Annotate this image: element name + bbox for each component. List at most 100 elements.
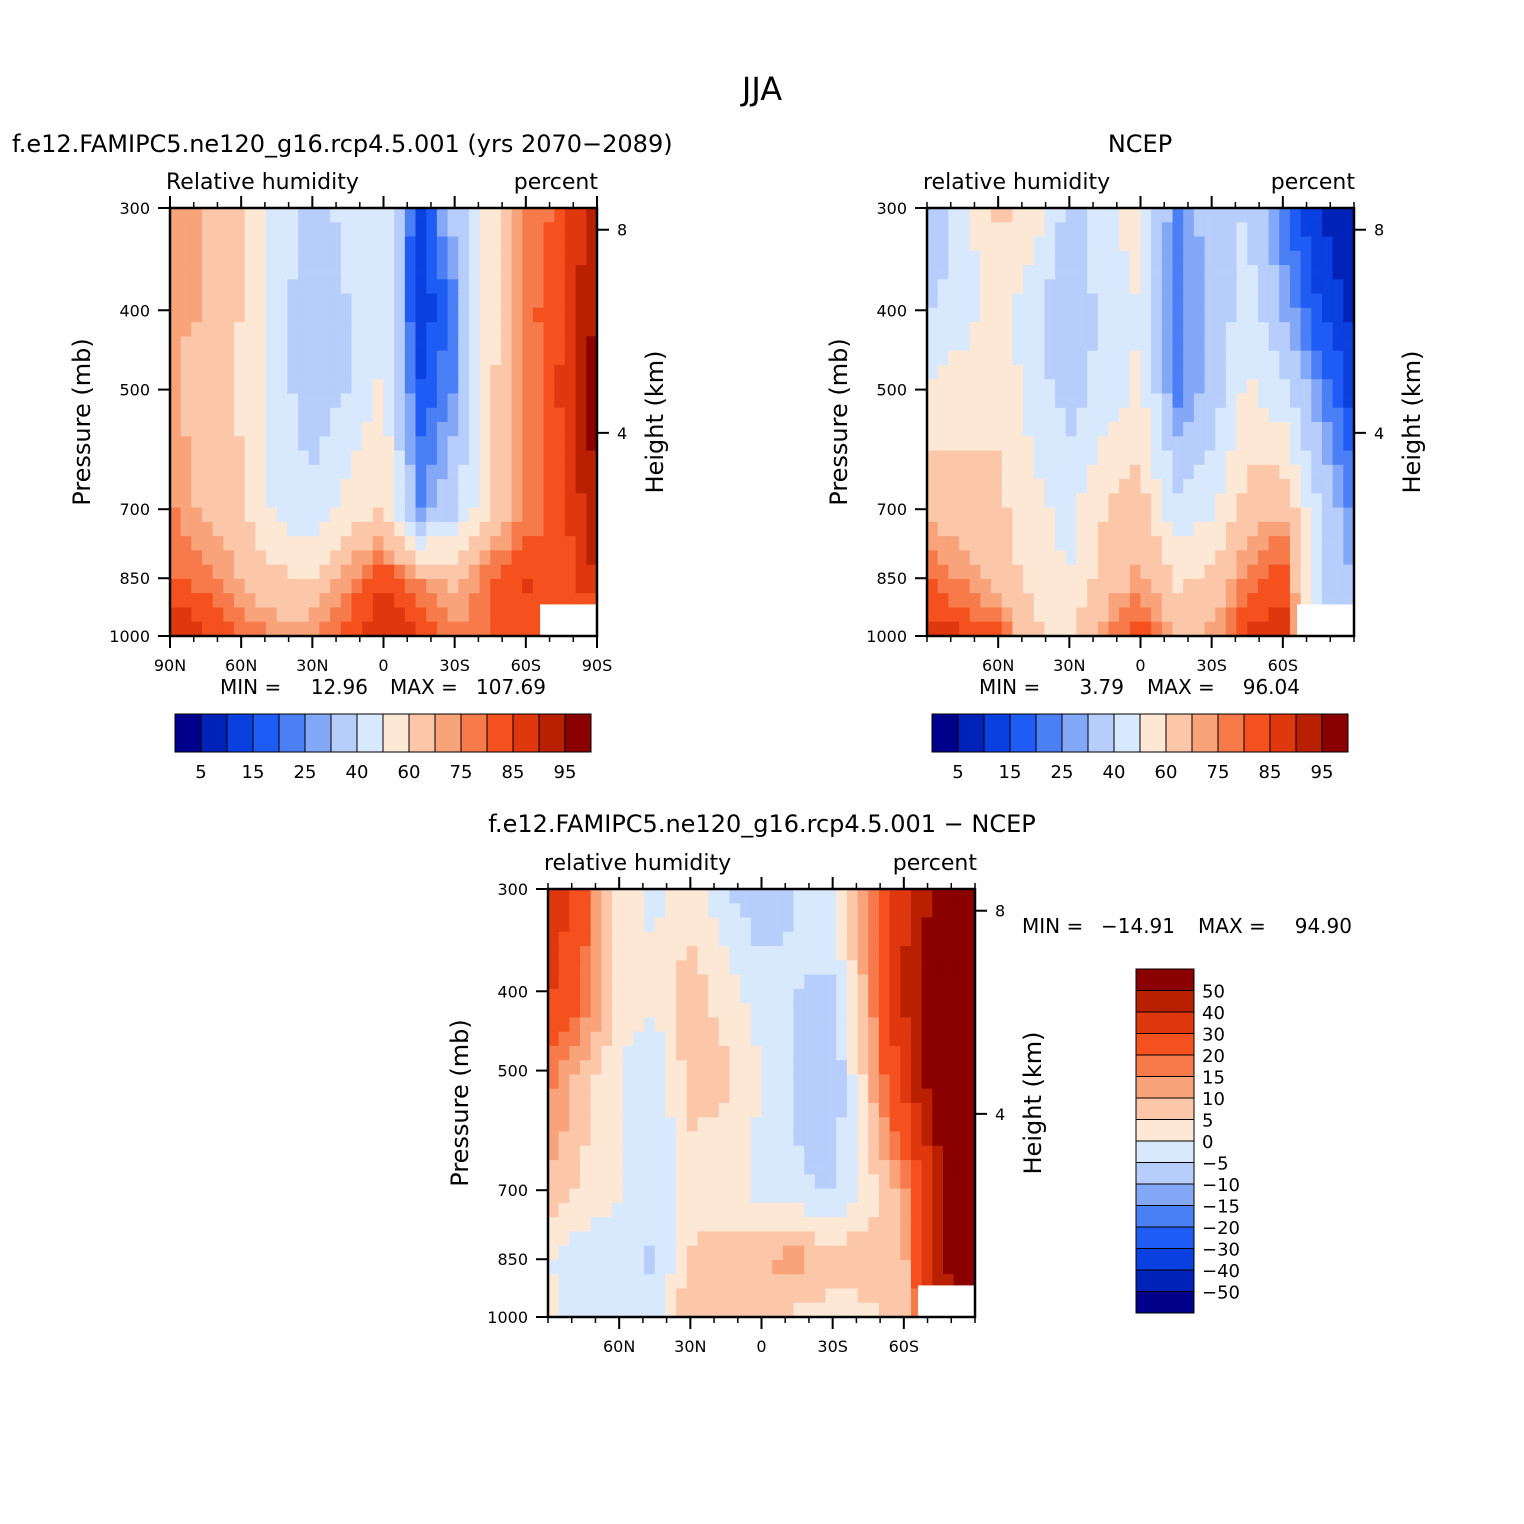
heatmap-cell bbox=[1311, 364, 1323, 380]
colorbar-label: 5 bbox=[195, 762, 206, 783]
heatmap-cell bbox=[889, 917, 901, 933]
heatmap-cell bbox=[212, 265, 224, 280]
heatmap-cell bbox=[532, 479, 545, 494]
colorbar-swatch bbox=[983, 713, 1011, 753]
heatmap-cell bbox=[857, 1074, 869, 1090]
heatmap-cell bbox=[564, 464, 577, 480]
heatmap-cell bbox=[586, 379, 598, 395]
heatmap-cell bbox=[761, 917, 773, 933]
heatmap-cell bbox=[404, 236, 417, 252]
heatmap-cell bbox=[932, 1274, 944, 1290]
heatmap-cell bbox=[244, 621, 257, 637]
heatmap-cell bbox=[426, 436, 438, 452]
heatmap-cell bbox=[708, 1131, 720, 1147]
heatmap-cell bbox=[793, 974, 805, 990]
heatmap-cell bbox=[846, 1017, 859, 1033]
heatmap-cell bbox=[814, 1131, 827, 1147]
heatmap-cell bbox=[212, 407, 224, 423]
heatmap-cell bbox=[1151, 493, 1163, 509]
heatmap-cell bbox=[868, 1160, 880, 1175]
colorbar-label: 60 bbox=[398, 762, 421, 783]
heatmap-cell bbox=[458, 578, 470, 594]
heatmap-cell bbox=[1193, 322, 1206, 337]
heatmap-cell bbox=[500, 422, 513, 437]
heatmap-cell bbox=[569, 1017, 581, 1033]
heatmap-cell bbox=[980, 607, 992, 623]
heatmap-cell bbox=[654, 1045, 667, 1061]
heatmap-cell bbox=[223, 222, 235, 238]
heatmap-cell bbox=[1161, 293, 1174, 309]
heatmap-cell bbox=[1055, 250, 1067, 266]
heatmap-cell bbox=[511, 550, 523, 566]
heatmap-cell bbox=[522, 493, 534, 509]
heatmap-cell bbox=[500, 621, 513, 637]
heatmap-cell bbox=[937, 536, 949, 551]
heatmap-cell bbox=[959, 222, 971, 238]
heatmap-cell bbox=[1012, 536, 1024, 551]
heatmap-cell bbox=[868, 917, 880, 933]
heatmap-cell bbox=[404, 536, 417, 551]
heatmap-cell bbox=[708, 1259, 720, 1275]
heatmap-cell bbox=[319, 464, 331, 480]
heatmap-cell bbox=[937, 436, 949, 452]
heatmap-cell bbox=[590, 1202, 602, 1218]
heatmap-cell bbox=[202, 621, 214, 637]
heatmap-cell bbox=[383, 536, 395, 551]
heatmap-cell bbox=[202, 493, 214, 509]
heatmap-cell bbox=[511, 279, 523, 295]
heatmap-cell bbox=[308, 407, 321, 423]
heatmap-cell bbox=[180, 208, 192, 223]
heatmap-cell bbox=[665, 1202, 677, 1218]
heatmap-cell bbox=[889, 1174, 901, 1190]
heatmap-cell bbox=[750, 1045, 763, 1061]
heatmap-cell bbox=[255, 607, 267, 623]
heatmap-cell bbox=[590, 903, 602, 919]
heatmap-cell bbox=[969, 222, 981, 238]
heatmap-cell bbox=[244, 578, 257, 594]
heatmap-cell bbox=[212, 307, 224, 323]
heatmap-cell bbox=[490, 336, 502, 352]
heatmap-cell bbox=[953, 960, 965, 976]
heatmap-cell bbox=[1140, 393, 1152, 409]
heatmap-cell bbox=[1332, 536, 1344, 551]
heatmap-cell bbox=[825, 946, 837, 961]
heatmap-cell bbox=[223, 350, 235, 366]
heatmap-cell bbox=[458, 493, 470, 509]
heatmap-cell bbox=[969, 407, 981, 423]
heatmap-cell bbox=[191, 464, 203, 480]
heatmap-cell bbox=[740, 1160, 752, 1175]
heatmap-cell bbox=[772, 946, 784, 961]
heatmap-cell bbox=[202, 593, 214, 609]
heatmap-cell bbox=[590, 1088, 602, 1104]
heatmap-cell bbox=[959, 379, 971, 395]
heatmap-cell bbox=[383, 379, 395, 395]
heatmap-cell bbox=[676, 1302, 688, 1318]
heatmap-cell bbox=[1023, 578, 1035, 594]
heatmap-cell bbox=[1247, 507, 1259, 523]
colorbar-label: 5 bbox=[952, 762, 963, 783]
heatmap-cell bbox=[782, 1274, 795, 1290]
heatmap-cell bbox=[793, 917, 805, 933]
heatmap-cell bbox=[543, 550, 555, 566]
heatmap-cell bbox=[543, 393, 555, 409]
heatmap-cell bbox=[223, 293, 235, 309]
heatmap-cell bbox=[468, 422, 481, 437]
heatmap-cell bbox=[223, 521, 235, 537]
heatmap-cell bbox=[1065, 364, 1078, 380]
heatmap-cell bbox=[170, 479, 182, 494]
heatmap-cell bbox=[900, 1217, 912, 1232]
heatmap-cell bbox=[889, 1088, 901, 1104]
heatmap-cell bbox=[1289, 507, 1302, 523]
heatmap-cell bbox=[857, 1017, 869, 1033]
heatmap-cell bbox=[948, 336, 960, 352]
heatmap-cell bbox=[212, 564, 224, 580]
heatmap-cell bbox=[468, 364, 481, 380]
heatmap-cell bbox=[1076, 607, 1088, 623]
heatmap-cell bbox=[468, 436, 481, 452]
heatmap-cell bbox=[234, 621, 246, 637]
heatmap-cell bbox=[590, 1217, 602, 1232]
heatmap-cell bbox=[1023, 536, 1035, 551]
heatmap-cell bbox=[857, 946, 869, 961]
heatmap-cell bbox=[415, 379, 427, 395]
heatmap-cell bbox=[857, 1245, 869, 1261]
